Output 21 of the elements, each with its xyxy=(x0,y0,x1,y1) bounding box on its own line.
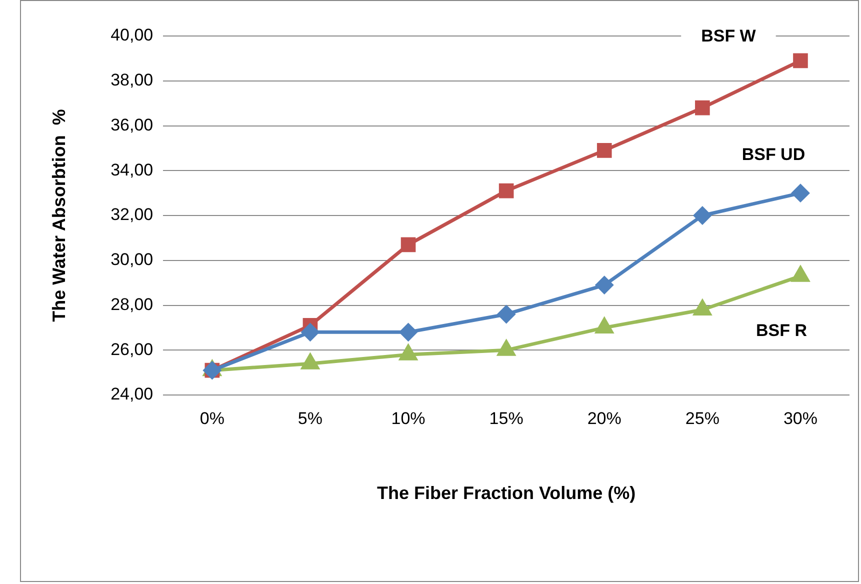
y-tick-label: 28,00 xyxy=(110,294,154,314)
y-tick-label: 30,00 xyxy=(110,250,154,270)
x-tick-label: 30% xyxy=(783,408,818,428)
series-label: BSF R xyxy=(756,320,807,340)
series-label: BSF W xyxy=(701,26,757,46)
y-tick-label: 38,00 xyxy=(110,70,154,90)
y-tick-label: 32,00 xyxy=(110,205,154,224)
y-tick-label: 40,00 xyxy=(110,26,154,45)
series-label: BSF UD xyxy=(742,144,806,164)
x-tick-label: 25% xyxy=(685,408,720,428)
y-axis-title: The Water Absorbtion % xyxy=(48,109,69,322)
x-tick-label: 20% xyxy=(587,408,622,428)
x-tick-label: 15% xyxy=(489,408,524,428)
y-tick-label: 36,00 xyxy=(110,115,154,134)
x-tick-label: 5% xyxy=(298,408,323,428)
x-tick-label: 0% xyxy=(200,408,224,428)
x-axis-title: The Fiber Fraction Volume (%) xyxy=(376,483,636,504)
y-tick-label: 34,00 xyxy=(110,160,154,180)
x-tick-label: 10% xyxy=(391,408,426,428)
y-tick-label: 26,00 xyxy=(110,340,154,359)
y-tick-label: 24,00 xyxy=(110,384,154,404)
